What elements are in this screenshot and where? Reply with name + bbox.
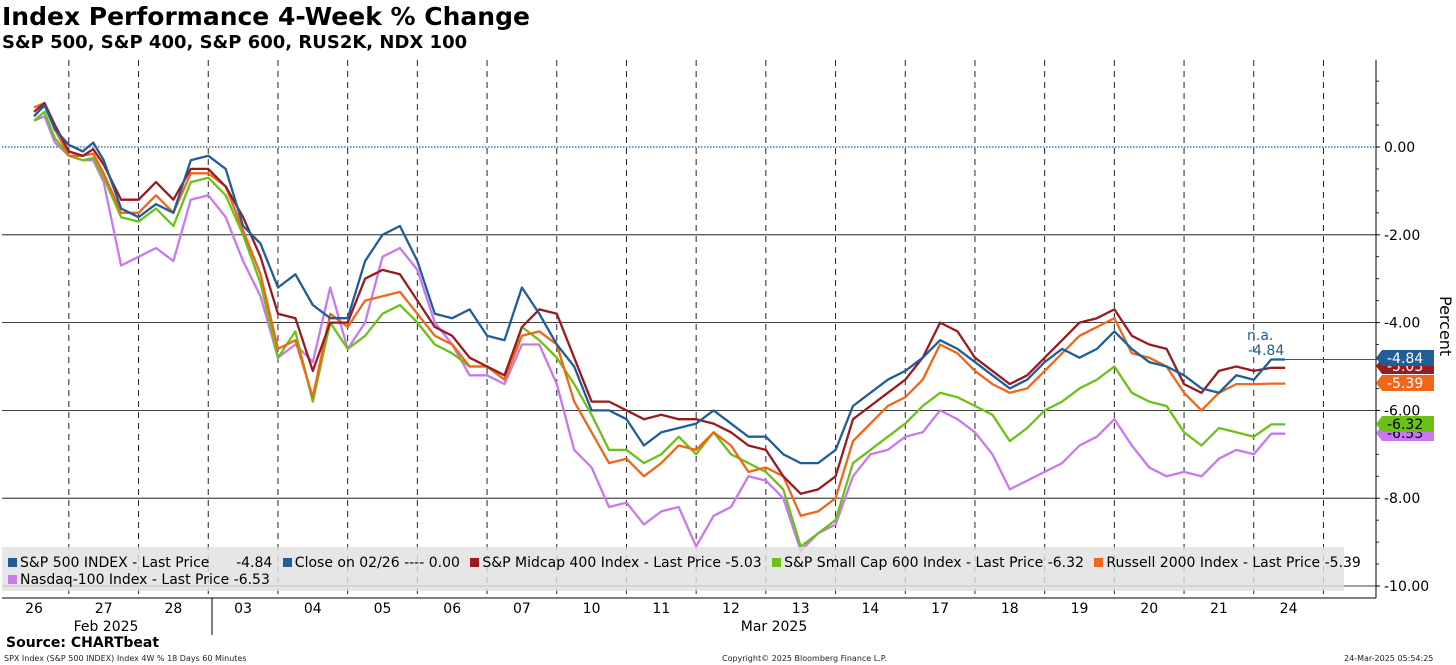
legend-value-nasdaq: -6.53 (233, 572, 270, 588)
legend-value-russell: -5.39 (1324, 555, 1361, 571)
y-tick-label: 0.00 (1384, 140, 1415, 156)
series-line-midcap (33, 101, 1286, 495)
x-tick-label: 04 (304, 601, 322, 617)
y-tick-label: -4.00 (1384, 316, 1420, 332)
y-tick-label: -6.00 (1384, 403, 1420, 419)
footer-left: SPX Index (S&P 500 INDEX) Index 4W % 18 … (4, 654, 247, 663)
x-tick-label: 06 (443, 601, 461, 617)
legend-value-midcap: -5.03 (725, 555, 762, 571)
legend-label-sp500: S&P 500 INDEX - Last Price (20, 555, 210, 571)
x-tick-label: 18 (1001, 601, 1019, 617)
x-tick-label: 14 (861, 601, 879, 617)
annotation-na: n.a. (1247, 328, 1273, 344)
x-tick-label: 17 (931, 601, 949, 617)
x-tick-label: 21 (1210, 601, 1228, 617)
chart-title: Index Performance 4-Week % Change (2, 2, 530, 31)
legend-item-smallcap: S&P Small Cap 600 Index - Last Price -6.… (772, 555, 1084, 571)
x-tick-label: 26 (25, 601, 43, 617)
y-tick-label: -10.00 (1384, 579, 1429, 595)
x-tick-label: 10 (583, 601, 601, 617)
x-tick-label: 11 (652, 601, 670, 617)
legend-label-nasdaq: Nasdaq-100 Index - Last Price (20, 572, 230, 588)
end-tag-label-russell: -5.39 (1387, 376, 1423, 392)
legend-swatch-smallcap (772, 558, 782, 567)
x-tick-label: 19 (1071, 601, 1089, 617)
footer-timestamp: 24-Mar-2025 05:54:25 (1344, 654, 1434, 663)
end-tag-russell (1376, 375, 1434, 391)
legend-row-1: S&P 500 INDEX - Last Price -4.84 Close o… (8, 555, 1367, 571)
legend-swatch-nasdaq (8, 575, 17, 584)
series-line-russell (33, 101, 1286, 517)
legend-swatch-close (282, 558, 292, 567)
legend-value-sp500: -4.84 (236, 555, 273, 571)
series-line-nasdaq (33, 115, 1286, 553)
x-tick-label: 05 (374, 601, 392, 617)
legend-item-nasdaq: Nasdaq-100 Index - Last Price -6.53 (8, 572, 270, 588)
legend-item-sp500: S&P 500 INDEX - Last Price -4.84 (8, 555, 272, 571)
y-tick-label: -2.00 (1384, 228, 1420, 244)
x-tick-label: 07 (513, 601, 531, 617)
series-line-smallcap (33, 110, 1286, 548)
end-tag-label-sp500: -4.84 (1387, 351, 1423, 367)
x-tick-label: 27 (95, 601, 113, 617)
chart-subtitle: S&P 500, S&P 400, S&P 600, RUS2K, NDX 10… (2, 32, 468, 53)
x-tick-label: 03 (234, 601, 252, 617)
series-line-sp500 (33, 104, 1286, 465)
month-label-mar: Mar 2025 (741, 619, 808, 635)
x-tick-label: 12 (722, 601, 740, 617)
legend-swatch-midcap (470, 558, 480, 567)
end-tag-sp500 (1376, 350, 1434, 366)
legend-label-close: Close on 02/26 ---- (294, 555, 425, 571)
legend-item-midcap: S&P Midcap 400 Index - Last Price -5.03 (470, 555, 762, 571)
legend-swatch-russell (1094, 558, 1104, 567)
legend-value-smallcap: -6.32 (1047, 555, 1084, 571)
x-tick-label: 24 (1280, 601, 1298, 617)
legend-item-close: Close on 02/26 ---- 0.00 (282, 555, 460, 571)
legend-label-smallcap: S&P Small Cap 600 Index - Last Price (784, 555, 1044, 571)
month-label-feb: Feb 2025 (74, 619, 139, 635)
legend-row-2: Nasdaq-100 Index - Last Price -6.53 (8, 572, 276, 588)
legend-item-russell: Russell 2000 Index - Last Price -5.39 (1094, 555, 1361, 571)
chart-legend: S&P 500 INDEX - Last Price -4.84 Close o… (2, 547, 1361, 591)
x-tick-label: 20 (1140, 601, 1158, 617)
end-tag-smallcap (1376, 416, 1434, 432)
legend-value-close: 0.00 (428, 555, 460, 571)
legend-label-russell: Russell 2000 Index - Last Price (1106, 555, 1321, 571)
y-axis-label: Percent (1436, 296, 1455, 356)
legend-swatch-sp500 (8, 558, 17, 567)
x-tick-label: 28 (164, 601, 182, 617)
x-tick-label: 13 (792, 601, 810, 617)
annotation-value: -4.84 (1248, 343, 1284, 359)
y-tick-label: -8.00 (1384, 491, 1420, 507)
end-tag-label-smallcap: -6.32 (1387, 417, 1423, 433)
source-note: Source: CHARTbeat (6, 635, 160, 651)
legend-label-midcap: S&P Midcap 400 Index - Last Price (482, 555, 721, 571)
footer-copyright: Copyright© 2025 Bloomberg Finance L.P. (722, 654, 887, 663)
